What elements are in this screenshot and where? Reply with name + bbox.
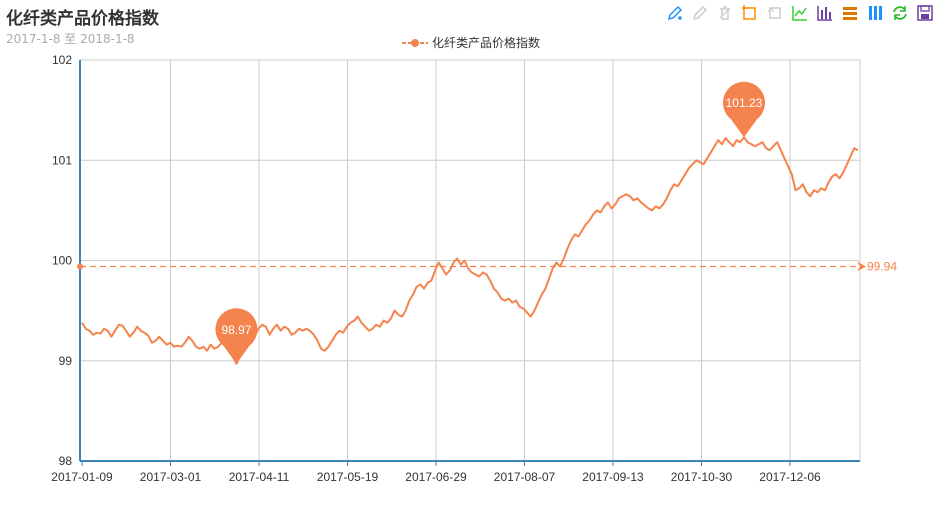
data-zoom-icon[interactable]	[739, 2, 761, 24]
mark-icon[interactable]	[664, 2, 686, 24]
x-tick-label: 2017-10-30	[671, 470, 733, 484]
min-point-pin	[215, 308, 258, 364]
x-tick-label: 2017-03-01	[140, 470, 202, 484]
chart-subtitle: 2017-1-8 至 2018-1-8	[6, 32, 135, 46]
legend-line-icon	[402, 38, 428, 47]
x-tick-label: 2017-09-13	[582, 470, 644, 484]
average-value-label: 99.94	[867, 260, 897, 274]
legend-label: 化纤类产品价格指数	[432, 36, 541, 50]
mark-clear-icon[interactable]	[714, 2, 736, 24]
mark-undo-icon[interactable]	[689, 2, 711, 24]
average-line-start	[77, 263, 83, 270]
restore-icon[interactable]	[889, 2, 911, 24]
x-tick-label: 2017-04-11	[229, 470, 290, 484]
max-point-pin	[722, 81, 765, 138]
max-point-label: 101.23	[726, 96, 763, 110]
x-tick-label: 2017-01-09	[51, 470, 113, 484]
average-line-arrow	[857, 261, 866, 272]
min-point-label: 98.97	[221, 323, 251, 337]
save-image-icon[interactable]	[914, 2, 936, 24]
stack-icon[interactable]	[839, 2, 861, 24]
series-line	[81, 136, 859, 365]
y-tick-label: 100	[52, 254, 72, 268]
y-tick-label: 101	[52, 153, 72, 167]
bar-chart-icon[interactable]	[814, 2, 836, 24]
x-tick-label: 2017-05-19	[317, 470, 379, 484]
chart-title: 化纤类产品价格指数	[6, 9, 159, 29]
tiled-icon[interactable]	[864, 2, 886, 24]
y-tick-label: 99	[59, 354, 73, 368]
x-tick-label: 2017-06-29	[405, 470, 467, 484]
line-chart-icon[interactable]	[789, 2, 811, 24]
x-tick-label: 2017-12-06	[759, 470, 821, 484]
y-tick-label: 102	[52, 53, 72, 67]
data-zoom-reset-icon[interactable]	[764, 2, 786, 24]
legend-item[interactable]: 化纤类产品价格指数	[402, 34, 540, 51]
toolbox	[664, 2, 936, 24]
y-tick-label: 98	[59, 454, 73, 468]
x-tick-label: 2017-08-07	[494, 470, 556, 484]
